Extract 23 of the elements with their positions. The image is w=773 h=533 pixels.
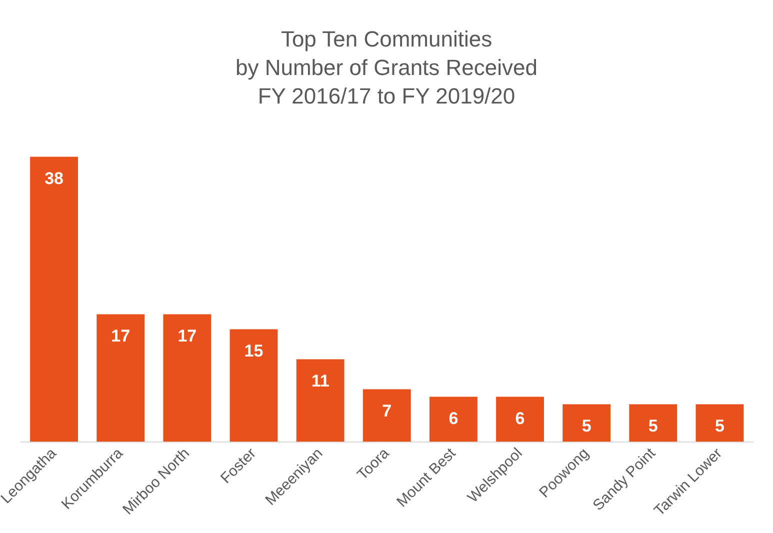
- bar: [696, 404, 744, 442]
- bar: [362, 389, 411, 442]
- data-label: 6: [448, 408, 458, 428]
- data-label: 5: [582, 416, 592, 436]
- data-label: 17: [178, 326, 197, 346]
- bar: [629, 404, 678, 442]
- data-label: 5: [648, 416, 658, 436]
- data-label: 5: [714, 416, 724, 436]
- bar: [429, 396, 478, 442]
- bar: [230, 329, 278, 442]
- data-label: 7: [382, 401, 392, 420]
- bar: [562, 404, 611, 442]
- bar: [163, 314, 212, 442]
- bar: [96, 314, 145, 442]
- data-label: 15: [244, 341, 264, 360]
- bar: [296, 359, 344, 442]
- chart-title: Top Ten Communities by Number of Grants Received FY 2016/17 to FY 2019/20: [235, 26, 538, 109]
- bar: [30, 156, 78, 442]
- data-label: 11: [311, 371, 330, 390]
- bar: [496, 396, 544, 442]
- data-label: 6: [515, 408, 525, 428]
- data-label: 38: [44, 168, 64, 188]
- data-label: 17: [111, 326, 130, 346]
